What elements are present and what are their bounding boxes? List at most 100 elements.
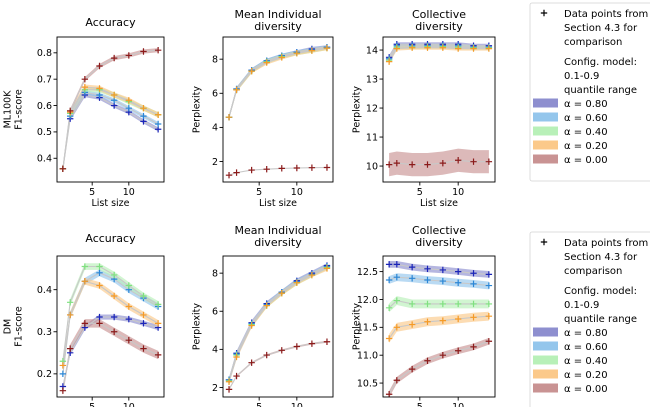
- x-tick-label: 5: [89, 402, 95, 407]
- point-alpha-0.00: [110, 54, 118, 62]
- x-tick-label: 10: [291, 187, 303, 198]
- point-alpha-0.60: [424, 276, 431, 284]
- y-tick-label: 13: [366, 74, 378, 85]
- legend-handle-a060: [533, 112, 558, 122]
- x-tick-label: 5: [417, 402, 423, 407]
- x-tick-label: 10: [452, 402, 464, 407]
- point-alpha-0.40: [393, 297, 401, 304]
- point-alpha-0.40: [81, 263, 89, 270]
- point-alpha-0.00: [248, 166, 255, 174]
- chart-title: Mean Individual: [234, 8, 321, 21]
- point-alpha-0.00: [96, 62, 103, 70]
- point-alpha-0.40: [96, 263, 103, 270]
- y-tick-label: 11: [366, 132, 378, 143]
- point-alpha-0.20: [81, 83, 89, 91]
- band-alpha-0.40: [62, 263, 159, 365]
- point-alpha-0.60: [125, 104, 133, 112]
- point-alpha-0.80: [140, 320, 147, 327]
- y-tick-label: 2: [212, 157, 218, 168]
- point-alpha-0.00: [454, 157, 462, 164]
- legend-label-a060: α = 0.60: [564, 113, 608, 124]
- point-alpha-0.00: [81, 320, 89, 327]
- point-alpha-0.20: [140, 104, 147, 112]
- point-alpha-0.00: [439, 159, 447, 167]
- point-alpha-0.00: [59, 387, 67, 394]
- x-axis-label: List size: [259, 198, 297, 209]
- point-alpha-0.60: [408, 275, 416, 282]
- point-alpha-0.20: [81, 278, 89, 285]
- band-alpha-0.40: [229, 265, 327, 384]
- point-alpha-0.40: [454, 300, 462, 308]
- point-alpha-0.00: [154, 46, 162, 54]
- chart-title: Collective: [412, 224, 466, 237]
- axes-frame: [222, 36, 334, 183]
- legend-handle-a080: [533, 98, 558, 108]
- point-alpha-0.00: [308, 340, 316, 347]
- point-alpha-0.00: [408, 365, 416, 373]
- point-alpha-0.20: [225, 113, 233, 121]
- legend-label-a000: α = 0.00: [564, 384, 608, 395]
- point-alpha-0.00: [125, 336, 133, 344]
- point-alpha-0.40: [125, 282, 133, 289]
- y-tick-label: 0.2: [37, 369, 52, 380]
- y-tick-label: 11.5: [357, 323, 378, 334]
- point-alpha-0.00: [439, 352, 447, 359]
- legend-label-data: Data points from: [564, 238, 648, 249]
- point-alpha-0.20: [96, 85, 103, 92]
- legend-frame: [529, 2, 650, 182]
- point-alpha-0.60: [439, 277, 447, 285]
- line-alpha-0.80: [62, 94, 159, 169]
- legend-label-data: comparison: [564, 37, 622, 48]
- point-alpha-0.20: [66, 311, 74, 319]
- point-alpha-0.00: [470, 158, 477, 165]
- plot-area: [385, 41, 493, 177]
- point-alpha-0.40: [424, 300, 431, 308]
- legend-frame: [529, 231, 650, 407]
- legend-label-data: Data points from: [564, 9, 648, 20]
- point-alpha-0.00: [454, 347, 462, 354]
- point-alpha-0.20: [454, 45, 462, 52]
- point-alpha-0.60: [485, 282, 493, 289]
- point-alpha-0.80: [424, 265, 431, 273]
- legend-top-row: Data points from Section 4.3 for compariso…: [529, 2, 650, 182]
- point-alpha-0.00: [263, 166, 270, 173]
- point-alpha-0.20: [470, 45, 477, 52]
- point-alpha-0.00: [225, 386, 233, 393]
- y-tick-label: 0.7: [37, 74, 52, 85]
- y-tick-label: 12.0: [357, 295, 378, 306]
- point-alpha-0.00: [248, 359, 255, 366]
- point-alpha-0.00: [140, 345, 147, 352]
- point-alpha-0.20: [154, 111, 162, 118]
- point-alpha-0.00: [278, 165, 285, 172]
- point-alpha-0.20: [293, 279, 301, 286]
- point-alpha-0.20: [323, 44, 331, 52]
- y-axis-label: F1-score: [14, 306, 25, 347]
- point-alpha-0.20: [110, 292, 118, 300]
- y-tick-label: 6: [212, 89, 218, 100]
- point-alpha-0.20: [248, 67, 255, 75]
- band-alpha-0.00: [389, 337, 489, 397]
- point-alpha-0.20: [385, 335, 393, 342]
- point-alpha-0.20: [125, 97, 133, 104]
- band-alpha-0.00: [62, 319, 159, 395]
- point-alpha-0.00: [424, 357, 431, 364]
- point-alpha-0.00: [154, 351, 162, 359]
- point-alpha-0.20: [393, 324, 401, 331]
- plot-area: [225, 262, 331, 393]
- point-alpha-0.80: [485, 271, 493, 278]
- point-alpha-0.00: [385, 161, 393, 168]
- legend-handle-a000: [533, 383, 558, 393]
- point-alpha-0.00: [110, 328, 118, 335]
- legend-label-note: Config. model:: [564, 57, 637, 68]
- y-tick-label: 8: [212, 54, 218, 65]
- point-alpha-0.20: [110, 91, 118, 99]
- band-alpha-0.60: [62, 90, 159, 171]
- point-alpha-0.00: [233, 372, 240, 380]
- point-alpha-0.80: [110, 313, 118, 321]
- point-alpha-0.60: [59, 370, 67, 378]
- point-alpha-0.00: [485, 158, 493, 165]
- point-alpha-0.20: [393, 45, 401, 52]
- y-axis-label: DM: [3, 319, 14, 335]
- point-alpha-0.20: [248, 322, 255, 329]
